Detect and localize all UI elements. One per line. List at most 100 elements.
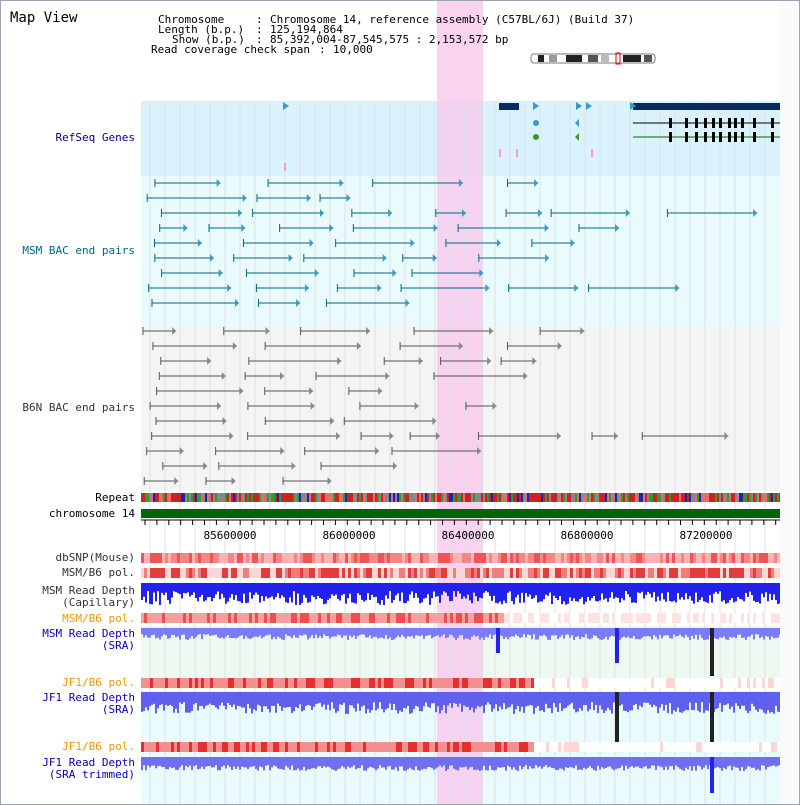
jf1-pol2-cell [468, 742, 471, 752]
msm-pol2-cell [225, 613, 228, 623]
jf1-sra-depth-bar [361, 692, 363, 707]
msm-pol-cell [321, 568, 324, 578]
dbsnp-cell [198, 553, 201, 563]
jf1-sra-depth-bar [243, 692, 245, 708]
msm-pol2-cell [480, 613, 483, 623]
jf1-sra-depth-bar [683, 692, 685, 712]
msm-pol-cell [555, 568, 558, 578]
jf1-sra-depth-bar [751, 692, 753, 704]
jf1-sra-depth-bar [675, 692, 677, 712]
jf1-sra-depth-bar [277, 692, 279, 704]
repeat-element [335, 493, 337, 502]
msm-capillary-depth-bar [767, 583, 769, 602]
dbsnp-cell [474, 553, 477, 563]
msm-pol2-cell [441, 613, 444, 623]
msm-sra-depth-bar [503, 628, 505, 639]
msm-sra-depth-bar [361, 628, 363, 635]
track-label-msm-b6-pol-1[interactable]: MSM/B6 pol. [62, 566, 135, 579]
msm-sra-depth-bar [487, 628, 489, 638]
jf1-trimmed-depth-bar [263, 757, 265, 771]
dbsnp-cell [156, 553, 159, 563]
dbsnp-cell [375, 553, 378, 563]
repeat-element [221, 493, 223, 502]
repeat-element [659, 493, 661, 502]
track-label-dbsnp[interactable]: dbSNP(Mouse) [55, 551, 135, 564]
repeat-element [699, 493, 701, 502]
jf1-pol-cell [147, 678, 150, 688]
jf1-trimmed-depth-bar [147, 757, 149, 766]
jf1-sra-depth-bar [335, 692, 337, 713]
repeat-element [615, 493, 617, 502]
msm-pol2-cell [159, 613, 162, 623]
jf1-sra-depth-bar [425, 692, 427, 703]
msm-sra-depth-bar [325, 628, 327, 636]
track-label-msm-b6-pol-2[interactable]: MSM/B6 pol. [62, 612, 135, 625]
msm-capillary-depth-bar [507, 583, 509, 593]
repeat-element [661, 493, 663, 502]
repeat-element [421, 493, 423, 502]
track-label-b6n-bac[interactable]: B6N BAC end pairs [22, 401, 135, 414]
msm-sra-depth-bar [409, 628, 411, 637]
jf1-pol-cell [321, 678, 324, 688]
jf1-trimmed-depth-bar [677, 757, 679, 768]
track-label-jf1-b6-pol-2[interactable]: JF1/B6 pol. [62, 740, 135, 753]
msm-capillary-depth-bar [503, 583, 505, 601]
msm-capillary-depth-bar [603, 583, 605, 600]
jf1-sra-depth-bar [527, 692, 529, 706]
msm-pol2-cell [528, 613, 531, 623]
dbsnp-cell [507, 553, 510, 563]
bac-end-arrow [319, 209, 324, 217]
jf1-pol-cell [369, 678, 372, 688]
jf1-sra-depth-bar [771, 692, 773, 713]
jf1-pol2-cell [639, 742, 642, 752]
repeat-element [695, 493, 697, 502]
jf1-sra-depth-bar [523, 692, 525, 713]
msm-pol-cell [234, 568, 237, 578]
jf1-pol2-cell [702, 742, 705, 752]
jf1-trimmed-depth-bar [615, 757, 617, 769]
msm-capillary-depth-bar [569, 583, 571, 598]
jf1-sra-depth-bar [671, 692, 673, 714]
dbsnp-cell [687, 553, 690, 563]
track-label-msm-depth-sra[interactable]: MSM Read Depth [42, 627, 135, 640]
jf1-sra-depth-bar [549, 692, 551, 709]
track-label-refseq-genes[interactable]: RefSeq Genes [55, 131, 135, 144]
ideogram-band [588, 55, 598, 62]
msm-capillary-depth-bar [411, 583, 413, 592]
track-label-jf1-depth-trimmed[interactable]: JF1 Read Depth [42, 756, 135, 769]
msm-sra-depth-bar [247, 628, 249, 639]
msm-sra-depth-bar [455, 628, 457, 640]
msm-pol2-cell [645, 613, 648, 623]
repeat-element [279, 493, 281, 502]
jf1-sra-depth-bar [547, 692, 549, 709]
jf1-pol-cell [636, 678, 639, 688]
repeat-element [609, 493, 611, 502]
jf1-trimmed-depth-bar [467, 757, 469, 770]
msm-pol-cell [657, 568, 660, 578]
track-label-msm-bac[interactable]: MSM BAC end pairs [22, 244, 135, 257]
dbsnp-cell [318, 553, 321, 563]
repeat-element [683, 493, 685, 502]
jf1-sra-depth-bar [309, 692, 311, 706]
msm-pol2-cell [267, 613, 270, 623]
msm-pol2-cell [729, 613, 732, 623]
jf1-sra-depth-bar [537, 692, 539, 707]
dbsnp-cell [447, 553, 450, 563]
track-label-chromosome[interactable]: chromosome 14 [48, 507, 135, 520]
dbsnp-cell [249, 553, 252, 563]
jf1-sra-depth-bar [471, 692, 473, 708]
msm-sra-depth-bar [651, 628, 653, 640]
track-label-repeat[interactable]: Repeat [95, 491, 135, 504]
dbsnp-cell [501, 553, 504, 563]
bac-end-arrow [218, 269, 223, 277]
track-label-jf1-b6-pol-1[interactable]: JF1/B6 pol. [62, 676, 135, 689]
track-label-jf1-depth-sra[interactable]: JF1 Read Depth [42, 691, 135, 704]
msm-pol-cell [501, 568, 504, 578]
jf1-sra-depth-bar [729, 692, 731, 710]
track-label-msm-depth-capillary[interactable]: MSM Read Depth [42, 584, 135, 597]
jf1-sra-depth-bar [493, 692, 495, 709]
jf1-sra-depth-bar [545, 692, 547, 704]
msm-sra-depth-bar [203, 628, 205, 635]
repeat-element [489, 493, 491, 502]
